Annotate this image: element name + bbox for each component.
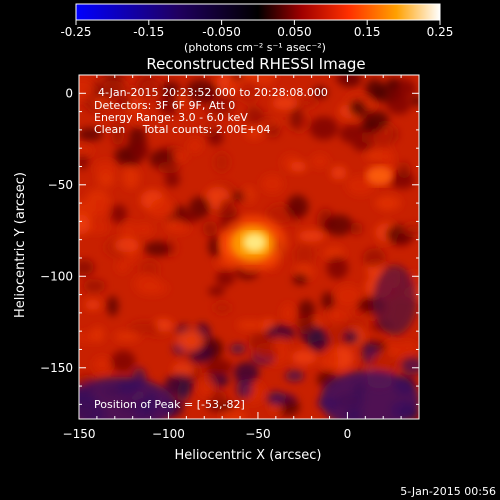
colorbar-tick-label: 0.050 [277, 25, 311, 39]
annotation-detectors: Detectors: 3F 6F 9F, Att 0 [94, 99, 235, 112]
chart-title: Reconstructed RHESSI Image [146, 55, 365, 73]
x-tick-label: −150 [63, 427, 96, 441]
annotation-algorithm: Clean Total counts: 2.00E+04 [94, 123, 271, 136]
y-axis-ticks: 0 −50 −100 −150 [40, 74, 419, 405]
x-axis-ticks: −150 −100 −50 0 [63, 75, 420, 441]
annotation-peak-position: Position of Peak = [-53,-82] [94, 398, 245, 411]
x-tick-label: −100 [152, 427, 185, 441]
y-tick-label: 0 [65, 86, 73, 100]
colorbar-tick-label: 0.15 [354, 25, 381, 39]
y-axis-label: Heliocentric Y (arcsec) [13, 172, 28, 318]
colorbar-tick-label: -0.15 [133, 25, 164, 39]
colorbar-unit-label: (photons cm⁻² s⁻¹ asec⁻²) [184, 41, 326, 54]
secondary-source [365, 165, 394, 186]
peak-source-core [242, 232, 267, 253]
annotation-energy-range: Energy Range: 3.0 - 6.0 keV [94, 111, 248, 124]
y-tick-label: −100 [40, 269, 73, 283]
colorbar [75, 3, 441, 21]
annotation-time-range: 4-Jan-2015 20:23:52.000 to 20:28:08.000 [98, 86, 328, 99]
x-tick-label: −50 [245, 427, 270, 441]
colorbar-tick-label: -0.050 [202, 25, 241, 39]
x-axis-label: Heliocentric X (arcsec) [175, 448, 322, 463]
x-tick-label: 0 [344, 427, 352, 441]
colorbar-ticks: -0.25 -0.15 -0.050 0.050 0.15 0.25 [60, 20, 453, 39]
colorbar-tick-label: -0.25 [60, 25, 91, 39]
y-tick-label: −50 [48, 178, 73, 192]
colorbar-tick-label: 0.25 [427, 25, 454, 39]
plot-frame [78, 74, 420, 420]
heatmap-image [79, 75, 419, 419]
date-stamp: 5-Jan-2015 00:56 [400, 485, 496, 498]
y-tick-label: −150 [40, 361, 73, 375]
